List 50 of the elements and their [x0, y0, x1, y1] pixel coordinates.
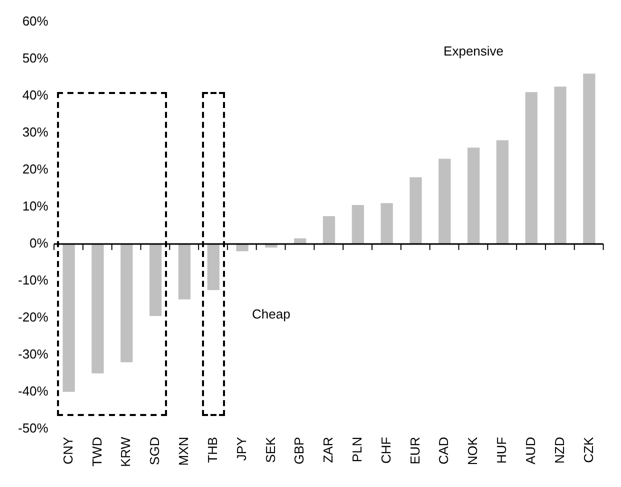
- x-tick-label: EUR: [407, 436, 422, 464]
- x-tick-label: MXN: [176, 436, 192, 466]
- x-tick-label: HUF: [494, 436, 510, 464]
- x-tick-label: CAD: [436, 436, 452, 464]
- bar: [62, 244, 75, 392]
- y-tick-label: 50%: [22, 50, 49, 66]
- x-tick-label: ZAR: [320, 436, 336, 463]
- x-tick-label: JPY: [234, 436, 249, 461]
- x-tick-label: THB: [204, 436, 220, 463]
- bar: [525, 92, 538, 244]
- y-tick-label: 60%: [22, 13, 49, 28]
- bar: [120, 244, 133, 362]
- x-tick-label: NOK: [465, 436, 480, 466]
- bar: [92, 244, 104, 374]
- y-tick-label: 10%: [22, 198, 49, 214]
- x-tick-label: CNY: [60, 436, 76, 464]
- bar: [496, 140, 509, 244]
- bar: [178, 244, 191, 300]
- y-tick-label: 40%: [22, 87, 49, 102]
- bar: [467, 148, 480, 244]
- bar: [554, 86, 566, 244]
- x-tick-label: CHF: [378, 436, 394, 464]
- x-tick-label: CZK: [580, 436, 596, 463]
- y-tick-label: -40%: [18, 383, 49, 398]
- bar: [322, 216, 336, 244]
- y-tick-label: -10%: [18, 272, 49, 288]
- x-tick-label: TWD: [89, 436, 104, 467]
- annotation: Expensive: [444, 44, 504, 59]
- x-tick-label: SEK: [262, 436, 278, 463]
- bar: [380, 203, 393, 244]
- bar: [410, 177, 422, 244]
- bar: [583, 74, 596, 244]
- x-tick-label: NZD: [552, 436, 567, 464]
- y-tick-label: -50%: [18, 420, 49, 436]
- y-tick-label: 20%: [22, 161, 49, 176]
- bar: [438, 158, 451, 244]
- x-tick-label: PLN: [349, 436, 364, 462]
- y-tick-label: 0%: [30, 235, 49, 250]
- bar: [207, 244, 220, 290]
- y-tick-label: 30%: [22, 124, 49, 140]
- x-tick-label: KRW: [118, 436, 134, 468]
- y-tick-label: -30%: [18, 346, 49, 362]
- bar: [236, 244, 248, 252]
- annotation: Cheap: [252, 306, 290, 322]
- bar: [352, 205, 364, 244]
- x-tick-label: SGD: [147, 436, 162, 466]
- x-tick-label: AUD: [522, 436, 538, 464]
- y-tick-label: -20%: [18, 309, 49, 324]
- x-tick-label: GBP: [292, 436, 307, 464]
- bar: [149, 244, 162, 316]
